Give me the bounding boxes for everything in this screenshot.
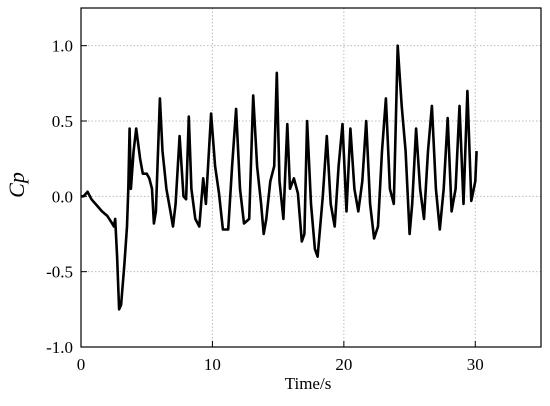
y-tick-label: 0.5 [52,112,73,131]
x-tick-label: 0 [77,355,86,374]
y-tick-label: -1.0 [46,338,73,357]
y-axis-label: Cp [4,172,29,198]
x-axis-label: Time/s [285,374,332,393]
x-tick-label: 20 [335,355,352,374]
y-tick-label: 1.0 [52,37,73,56]
x-tick-label: 10 [204,355,221,374]
data-line [81,44,478,311]
plot-frame [80,7,542,348]
y-tick-label: 0.0 [52,187,73,206]
x-tick-label: 30 [467,355,484,374]
y-tick-label: -0.5 [46,263,73,282]
